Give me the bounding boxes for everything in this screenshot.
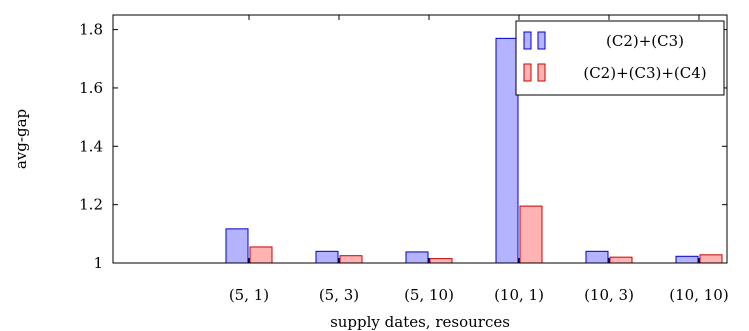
- bar-series-2-category-6: [699, 254, 723, 264]
- legend-swatch: [523, 31, 532, 50]
- legend-swatch: [537, 63, 546, 82]
- x-axis-label: supply dates, resources: [330, 313, 510, 331]
- bar-series-1-category-1: [225, 228, 249, 264]
- legend-swatch: [537, 31, 546, 50]
- x-tick-label: (5, 1): [229, 286, 269, 304]
- bar-series-1-category-6: [675, 255, 699, 264]
- bar-series-2-category-2: [339, 255, 363, 264]
- x-tick-label: (5, 10): [404, 286, 454, 304]
- legend-label: (C2)+(C3)+(C4): [583, 64, 706, 82]
- x-tick-label: (10, 3): [584, 286, 634, 304]
- x-tick-label: (10, 1): [494, 286, 544, 304]
- y-tick-label: 1.4: [79, 137, 103, 155]
- legend-label: (C2)+(C3): [606, 32, 684, 50]
- bar-series-1-category-3: [405, 251, 429, 264]
- bar-series-1-category-2: [315, 250, 339, 264]
- y-tick-label: 1: [93, 254, 103, 272]
- bar-series-2-category-3: [429, 258, 453, 264]
- bar-series-2-category-5: [609, 256, 633, 264]
- bar-series-2-category-1: [249, 246, 273, 264]
- bar-series-1-category-4: [495, 37, 519, 264]
- x-tick-label: (5, 3): [319, 286, 359, 304]
- y-axis-label: avg-gap: [12, 109, 30, 169]
- x-tick-label: (10, 10): [669, 286, 728, 304]
- bar-series-1-category-5: [585, 250, 609, 264]
- legend-swatch: [523, 63, 532, 82]
- legend-box: [515, 20, 725, 96]
- bar-series-2-category-4: [519, 205, 543, 264]
- plot-area-frame: [112, 14, 728, 264]
- legend: (C2)+(C3) (C2)+(C3)+(C4): [515, 20, 725, 96]
- y-tick-label: 1.6: [79, 79, 103, 97]
- y-tick-label: 1.8: [79, 21, 103, 39]
- ticks-layer: (5, 1) (5, 3) (5, 10) (10, 1) (10, 3) (10, 10…: [79, 15, 729, 304]
- y-tick-label: 1.2: [79, 196, 103, 214]
